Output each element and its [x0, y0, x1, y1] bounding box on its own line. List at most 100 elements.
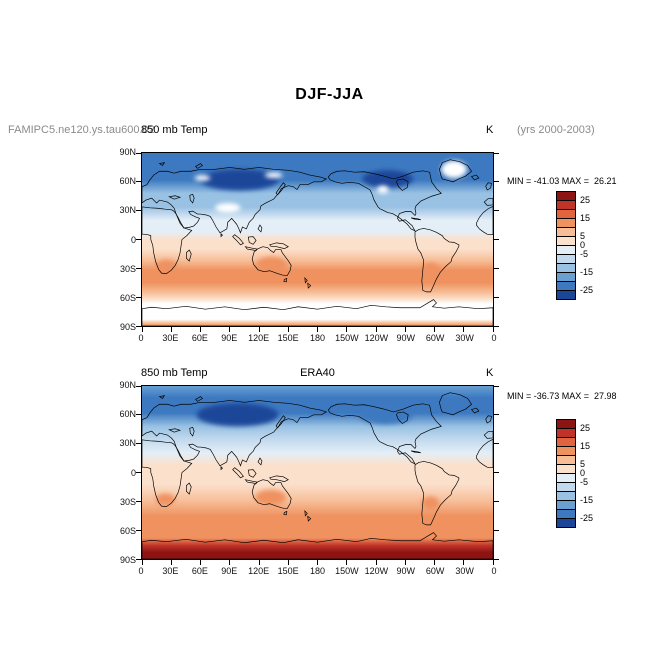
axis-tick [229, 327, 231, 332]
axis-tick [258, 560, 260, 565]
axis-tick [346, 560, 348, 565]
colorbar-tick-label: -5 [580, 249, 589, 259]
colorbar-cell [557, 500, 575, 509]
panel2-colorbar: 25 15 5 0 -5 -15 -25 [556, 419, 616, 539]
axis-tick [317, 327, 318, 332]
axis-tick [141, 327, 143, 332]
axis-tick [136, 152, 141, 154]
axis-tick [200, 327, 201, 332]
axis-tick [136, 210, 141, 212]
colorbar-tick-label: 5 [580, 459, 586, 469]
colorbar-cell [557, 272, 575, 281]
panel2-lon-axis: 0 30E 60E 90E 120E 150E 180 150W 120W 90W 60W 30W 0 [138, 566, 497, 578]
axis-tick [136, 414, 141, 416]
colorbar [556, 419, 576, 528]
lat-tick-label: 60S [119, 292, 136, 303]
axis-tick [136, 181, 141, 183]
axis-tick [229, 560, 231, 565]
lon-tick-label: 150W [335, 333, 359, 343]
lat-tick-label: 0 [130, 234, 136, 245]
years-label: (yrs 2000-2003) [517, 124, 595, 136]
panel1-lon-axis: 0 30E 60E 90E 120E 150E 180 150W 120W 90W 60W 30W 0 [138, 333, 496, 345]
axis-tick [136, 385, 141, 387]
colorbar-tick-label: 0 [580, 240, 586, 250]
axis-tick [463, 327, 465, 332]
axis-tick [494, 325, 499, 327]
panel2-lat-axis: 90N 60N 30N 0 30S 60S 90S [96, 380, 136, 565]
colorbar-tick-label: -15 [580, 267, 594, 277]
lon-tick-label: 120E [248, 566, 270, 576]
axis-tick [404, 327, 406, 332]
axis-tick [170, 560, 172, 565]
panel1-variable-label: 850 mb Temp [141, 124, 208, 136]
axis-tick [136, 239, 141, 240]
axis-tick [170, 327, 172, 332]
panel2-map [136, 385, 499, 565]
panel2-minmax-label: MIN = -36.73 MAX = 27.98 [507, 391, 617, 401]
axis-tick [494, 152, 499, 154]
colorbar-cell [557, 281, 575, 290]
colorbar-tick-label: 25 [580, 423, 591, 433]
lat-tick-label: 90S [119, 555, 136, 565]
colorbar-cell [557, 509, 575, 518]
axis-tick [494, 558, 499, 560]
colorbar-cell [557, 446, 575, 455]
panel1-minmax-label: MIN = -41.03 MAX = 26.21 [507, 176, 617, 186]
map-canvas [142, 386, 493, 559]
axis-tick [492, 560, 494, 565]
lon-tick-label: 60E [191, 333, 208, 343]
lon-tick-label: 90W [396, 566, 416, 576]
colorbar-tick-label: 5 [580, 231, 586, 241]
lon-tick-label: 30W [455, 566, 474, 576]
lat-tick-label: 90N [119, 380, 136, 390]
axis-tick [494, 181, 499, 183]
lon-tick-label: 180 [309, 333, 326, 343]
colorbar-cell [557, 245, 575, 254]
colorbar-cell [557, 482, 575, 491]
lon-tick-label: 0 [491, 566, 497, 576]
map-canvas [142, 153, 493, 326]
axis-tick [404, 560, 406, 565]
colorbar-tick-label: -25 [580, 285, 594, 295]
axis-tick [494, 414, 499, 416]
lat-tick-label: 60N [119, 176, 136, 187]
lat-tick-label: 30S [119, 263, 136, 274]
lon-tick-label: 30E [162, 566, 179, 576]
colorbar-tick-label: 25 [580, 195, 591, 205]
colorbar-cell [557, 420, 575, 428]
axis-tick [141, 560, 143, 565]
lat-tick-label: 90S [119, 322, 136, 332]
axis-tick [434, 560, 435, 565]
colorbar-cell [557, 200, 575, 209]
axis-tick [136, 443, 141, 445]
lon-tick-label: 90E [221, 333, 238, 343]
axis-tick [317, 560, 318, 565]
colorbar-tick-label: -25 [580, 513, 594, 523]
axis-tick [375, 560, 377, 565]
axis-tick [494, 296, 499, 298]
axis-tick [494, 529, 499, 531]
lon-tick-label: 0 [138, 333, 144, 343]
lon-tick-label: 180 [309, 566, 326, 576]
figure-title: DJF-JJA [295, 86, 364, 103]
axis-tick [463, 560, 465, 565]
axis-tick [434, 327, 435, 332]
lon-tick-label: 60W [425, 566, 445, 576]
axis-tick [492, 327, 494, 332]
axis-tick [494, 210, 499, 212]
lat-tick-label: 30N [119, 205, 136, 216]
lon-tick-label: 60E [191, 566, 208, 576]
model-name-label: FAMIPC5.ne120.ys.tau600.02 [8, 124, 155, 136]
colorbar-cell [557, 227, 575, 236]
colorbar-tick-label: 15 [580, 441, 591, 451]
lon-tick-label: 120W [364, 566, 389, 576]
lon-tick-label: 0 [138, 566, 144, 576]
lon-tick-label: 60W [425, 333, 445, 343]
colorbar-cell [557, 236, 575, 245]
colorbar-cell [557, 473, 575, 482]
axis-tick [136, 267, 141, 269]
axis-tick [136, 500, 141, 502]
axis-tick [494, 472, 499, 473]
lat-tick-label: 60N [119, 409, 136, 420]
lon-tick-label: 150W [335, 566, 359, 576]
